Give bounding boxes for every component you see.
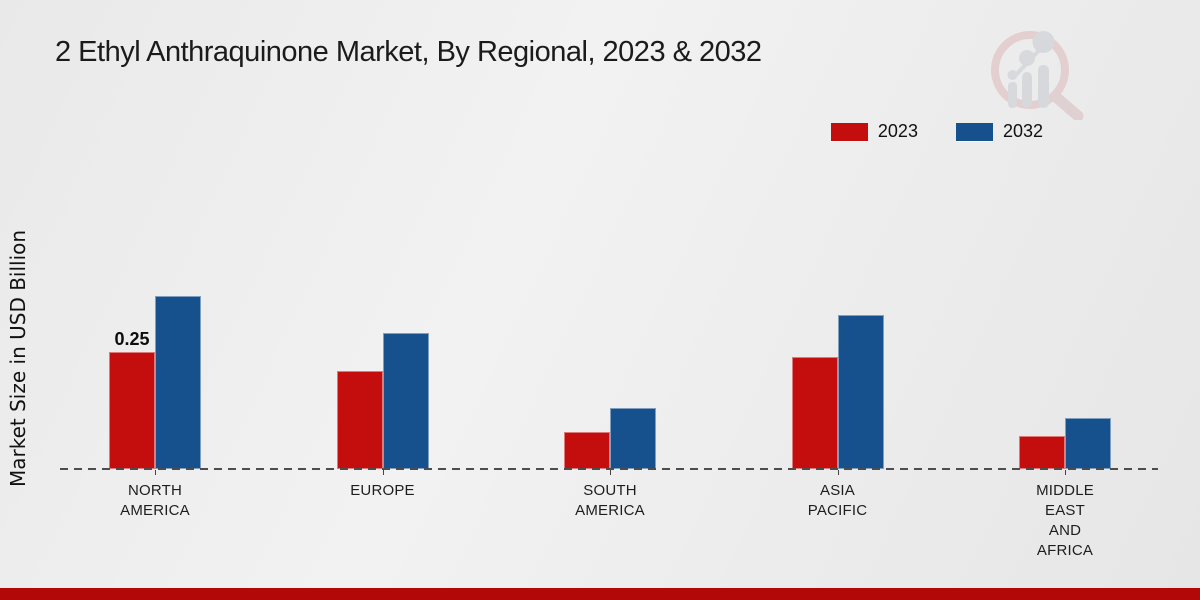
bar-2023-asia-pacific [791, 357, 838, 469]
legend-label: 2032 [1002, 121, 1043, 141]
growth-bars-icon [1007, 31, 1055, 108]
bar-value-label: 0.25 [114, 329, 150, 349]
bar-2032-south-america [610, 408, 656, 469]
bar-2032-middle-east-and-africa [1065, 418, 1111, 469]
x-axis-tick-middle-east-and-africa [1065, 470, 1066, 475]
legend-item-2023: 2023 [830, 121, 918, 142]
x-axis-tick-europe [382, 470, 384, 475]
bar-2023-europe [336, 371, 383, 469]
x-axis-tick-asia-pacific [837, 470, 839, 475]
bar-2023-north-america [109, 352, 155, 469]
category-label-asia-pacific: ASIA PACIFIC [807, 482, 868, 519]
magnifier-handle-icon [1050, 91, 1084, 120]
x-axis-line [60, 468, 1158, 470]
category-label-north-america: NORTH AMERICA [120, 482, 190, 519]
category-label-middle-east-and-africa: MIDDLE EAST AND AFRICA [1036, 482, 1094, 559]
bar-2023-south-america [564, 432, 610, 469]
x-axis-tick-north-america [155, 470, 156, 475]
bar-2032-north-america [155, 296, 201, 469]
category-label-europe: EUROPE [350, 482, 415, 499]
legend-item-2032: 2032 [955, 121, 1043, 142]
legend-label: 2023 [877, 121, 918, 141]
legend: 2023 2032 [830, 121, 1043, 142]
x-axis-tick-south-america [610, 470, 611, 475]
chart-title: 2 Ethyl Anthraquinone Market, By Regiona… [55, 36, 762, 68]
category-label-south-america: SOUTH AMERICA [575, 482, 645, 519]
legend-swatch-2032 [955, 122, 993, 141]
bar-2032-europe [382, 333, 429, 469]
footer-red-band [0, 588, 1200, 600]
legend-swatch-2023 [830, 122, 868, 141]
bar-2032-asia-pacific [837, 315, 884, 469]
bar-2023-middle-east-and-africa [1019, 436, 1065, 469]
mrfr-logo-watermark [991, 31, 1084, 120]
